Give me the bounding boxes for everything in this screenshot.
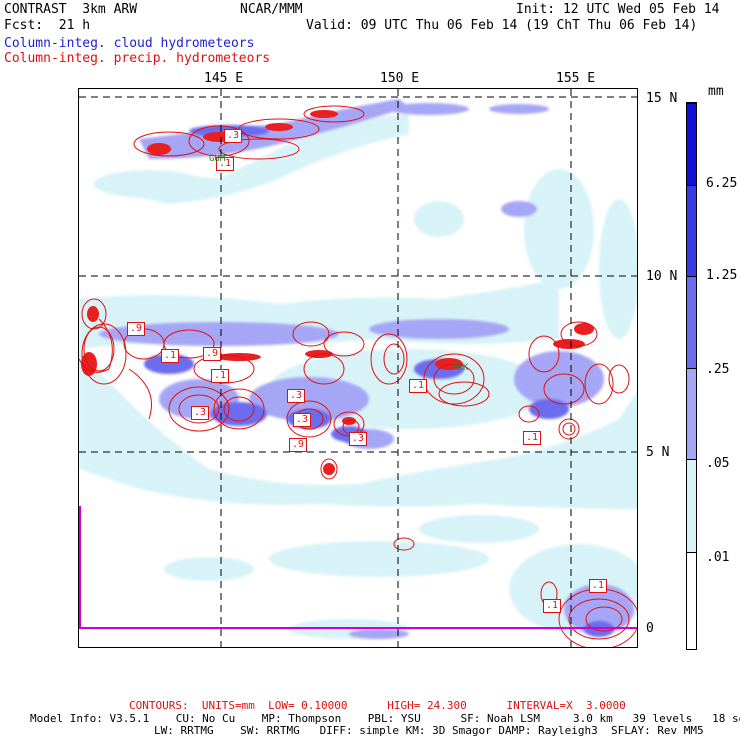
legend-level-0-05: .05 <box>706 456 730 471</box>
field-precip-label: Column-integ. precip. hydrometeors <box>4 51 271 66</box>
init-time: Init: 12 UTC Wed 05 Feb 14 <box>516 2 720 17</box>
contour-info: CONTOURS: UNITS=mm LOW= 0.10000 HIGH= 24… <box>129 699 626 712</box>
contour-label: .3 <box>191 406 210 420</box>
lon-label-155: 155 E <box>556 71 596 86</box>
forecast-hour: Fcst: 21 h <box>4 18 91 33</box>
legend-level-1-25: 1.25 <box>706 268 738 283</box>
map-plot[interactable]: .3 .1 .9 .1 .9 .1 .3 .3 .3 .9 .3 .1 .1 .… <box>78 88 638 648</box>
contour-label: .3 <box>224 129 243 143</box>
station-label-gum: GUM <box>209 154 226 164</box>
legend-swatch-5 <box>687 459 696 552</box>
contour-label: .3 <box>349 432 368 446</box>
contour-label: .1 <box>523 431 542 445</box>
contour-label: .3 <box>287 389 306 403</box>
contour-label: .3 <box>293 413 312 427</box>
valid-time: Valid: 09 UTC Thu 06 Feb 14 (19 ChT Thu … <box>306 18 698 33</box>
legend-swatch-6 <box>687 552 696 649</box>
legend-swatch-1 <box>687 103 696 185</box>
map-svg <box>79 89 637 647</box>
contour-label: .9 <box>127 322 146 336</box>
legend-swatch-2 <box>687 185 696 276</box>
legend-level-6-25: 6.25 <box>706 176 738 191</box>
lat-label-10n: 10 N <box>646 269 678 284</box>
domain-boundary <box>79 506 637 629</box>
lat-label-15n: 15 N <box>646 91 678 106</box>
contour-label: .9 <box>203 347 222 361</box>
lat-label-5n: 5 N <box>646 445 670 460</box>
contour-label: .1 <box>589 579 608 593</box>
contour-label: .1 <box>211 369 230 383</box>
legend-swatch-4 <box>687 368 696 459</box>
legend-level-0-25: .25 <box>706 362 730 377</box>
model-info-line-2: LW: RRTMG SW: RRTMG DIFF: simple KM: 3D … <box>154 724 704 737</box>
lat-label-0: 0 <box>646 621 654 636</box>
contour-label: .1 <box>543 599 562 613</box>
model-info-line-1: Model Info: V3.5.1 CU: No Cu MP: Thompso… <box>30 712 740 725</box>
model-title: CONTRAST 3km ARW <box>4 2 138 17</box>
contour-label: .1 <box>409 379 428 393</box>
lon-label-145: 145 E <box>204 71 244 86</box>
lon-label-150: 150 E <box>380 71 420 86</box>
legend-level-0-01: .01 <box>706 550 730 565</box>
field-cloud-label: Column-integ. cloud hydrometeors <box>4 36 255 51</box>
legend-swatch-3 <box>687 276 696 368</box>
organization-label: NCAR/MMM <box>240 2 303 17</box>
contour-label: .9 <box>289 438 308 452</box>
contour-label: .1 <box>161 349 180 363</box>
station-label-pkk: PKK <box>452 363 469 373</box>
legend-colorbar <box>686 102 697 650</box>
contour-label: .1 <box>216 157 235 171</box>
legend-units: mm <box>708 84 724 99</box>
